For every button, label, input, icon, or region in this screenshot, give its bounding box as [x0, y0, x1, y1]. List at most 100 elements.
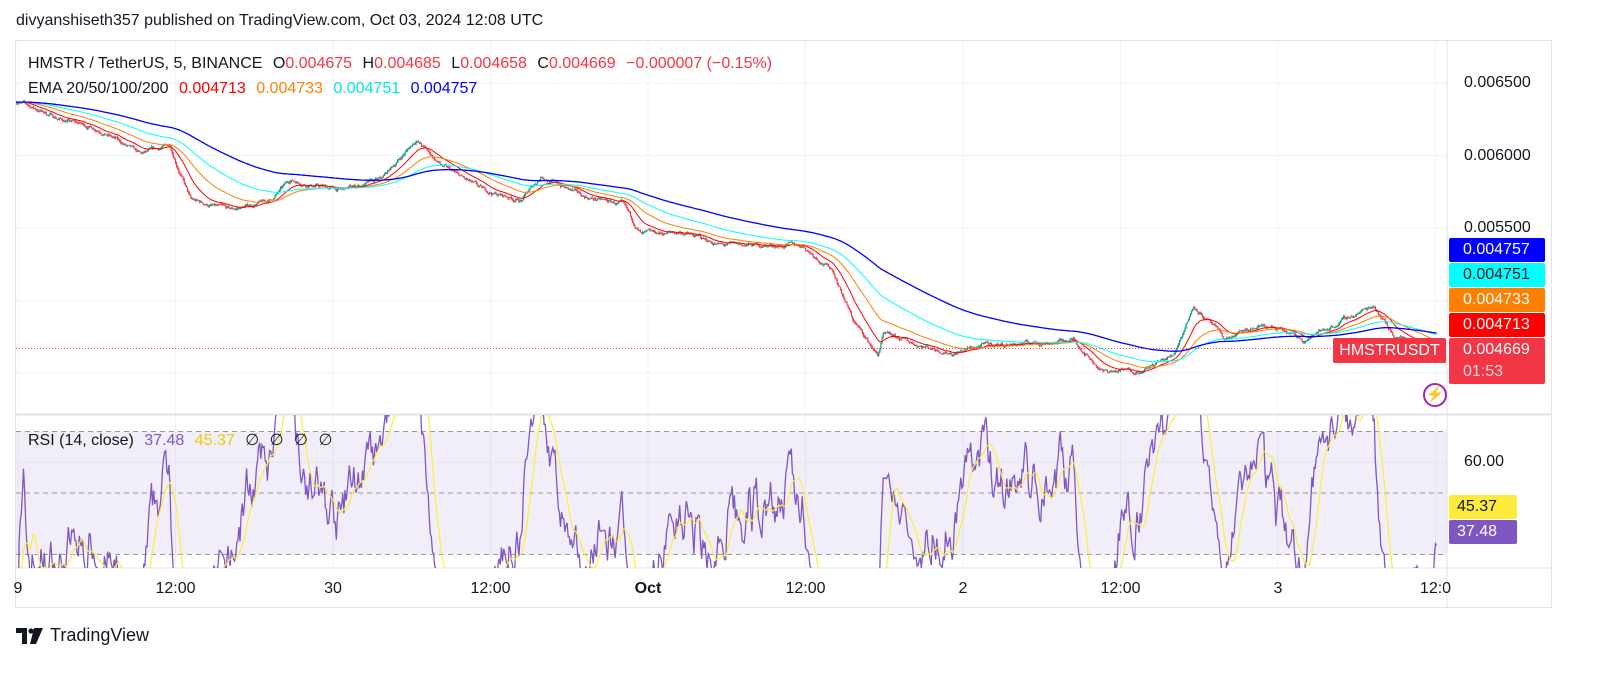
- candle-body: [625, 204, 627, 207]
- candle-body: [1303, 342, 1305, 343]
- candle-body: [643, 231, 645, 233]
- candle-body: [637, 228, 639, 230]
- candle-body: [100, 133, 102, 135]
- candle: [628, 210, 631, 213]
- candle: [577, 189, 579, 195]
- candle-body: [65, 121, 67, 123]
- lightning-icon[interactable]: ⚡: [1423, 383, 1447, 407]
- candle-body: [1372, 306, 1374, 308]
- candle: [77, 122, 79, 125]
- candle: [84, 123, 86, 127]
- candle-body: [207, 205, 209, 207]
- candle-body: [85, 126, 87, 128]
- candle: [295, 181, 297, 185]
- candle-body: [127, 145, 130, 146]
- candle: [986, 339, 988, 343]
- candle-body: [247, 204, 249, 206]
- candle-body: [93, 128, 96, 131]
- candle: [623, 199, 625, 204]
- candle-body: [760, 246, 762, 248]
- candle-body: [1094, 364, 1096, 366]
- candle: [414, 141, 416, 146]
- ema-title[interactable]: EMA 20/50/100/200: [28, 80, 169, 97]
- candle: [879, 347, 881, 354]
- candle: [1085, 353, 1088, 355]
- candle-body: [696, 235, 698, 236]
- candle-body: [61, 118, 63, 120]
- candle-body: [1257, 325, 1259, 328]
- candle-body: [181, 175, 183, 177]
- candle-body: [338, 188, 341, 190]
- candle-body: [1227, 337, 1229, 339]
- tradingview-logo[interactable]: TradingView: [16, 625, 149, 646]
- candle: [621, 198, 623, 203]
- candle-body: [1162, 358, 1164, 361]
- candle-body: [1259, 325, 1262, 327]
- candle: [1187, 318, 1189, 323]
- candle-body: [1151, 364, 1153, 366]
- candle: [107, 133, 109, 137]
- candle-body: [825, 263, 827, 265]
- candle: [111, 135, 113, 139]
- candle: [943, 352, 946, 354]
- candle: [699, 234, 702, 239]
- candle: [171, 148, 173, 155]
- candle-body: [497, 194, 499, 196]
- candle: [137, 149, 139, 153]
- candle-body: [1116, 371, 1118, 373]
- candle: [1384, 317, 1386, 324]
- candle-body: [1100, 369, 1102, 370]
- candle: [104, 133, 107, 135]
- candle: [578, 191, 580, 194]
- ema50-line: [16, 101, 1437, 369]
- candle-body: [97, 131, 99, 132]
- candle: [259, 200, 261, 202]
- candle: [487, 192, 489, 196]
- candle-body: [723, 244, 726, 246]
- candle: [1338, 321, 1340, 327]
- candle: [61, 118, 63, 121]
- candle: [14, 99, 15, 103]
- candle-body: [955, 352, 958, 354]
- candle-body: [126, 145, 128, 147]
- candle-body: [1181, 336, 1183, 339]
- candle: [810, 252, 812, 255]
- candle-body: [465, 178, 468, 180]
- candle-body: [204, 204, 206, 206]
- candle: [1153, 364, 1156, 367]
- candle: [1181, 336, 1183, 340]
- candle-body: [387, 170, 389, 174]
- candle-body: [926, 345, 928, 347]
- candle-body: [136, 150, 138, 152]
- candle-body: [1356, 313, 1358, 316]
- candle-body: [893, 334, 895, 336]
- candle-body: [194, 199, 196, 201]
- candle-body: [1336, 326, 1338, 328]
- candle-body: [536, 181, 539, 184]
- candle-body: [755, 242, 757, 244]
- rsi-ma-tag: 45.37: [1449, 495, 1517, 519]
- candle-body: [271, 199, 273, 201]
- candle-body: [569, 188, 571, 190]
- symbol-title[interactable]: HMSTR / TetherUS, 5, BINANCE: [28, 55, 263, 72]
- candle-body: [651, 230, 653, 232]
- candle-body: [415, 141, 417, 144]
- candle-body: [824, 263, 826, 265]
- candle-body: [623, 201, 625, 204]
- candle-body: [915, 345, 917, 347]
- candle: [186, 187, 189, 193]
- candle-body: [573, 190, 575, 191]
- candle-body: [77, 123, 79, 125]
- candle-body: [593, 198, 596, 200]
- candle-body: [145, 150, 147, 152]
- candle: [618, 201, 621, 203]
- candle-body: [1153, 364, 1156, 366]
- candle-body: [221, 204, 224, 206]
- candle-body: [377, 178, 379, 180]
- candle: [912, 341, 914, 344]
- candle: [1349, 316, 1351, 320]
- rsi-title[interactable]: RSI (14, close): [28, 432, 134, 449]
- candle-body: [721, 243, 723, 245]
- candle: [1133, 372, 1135, 376]
